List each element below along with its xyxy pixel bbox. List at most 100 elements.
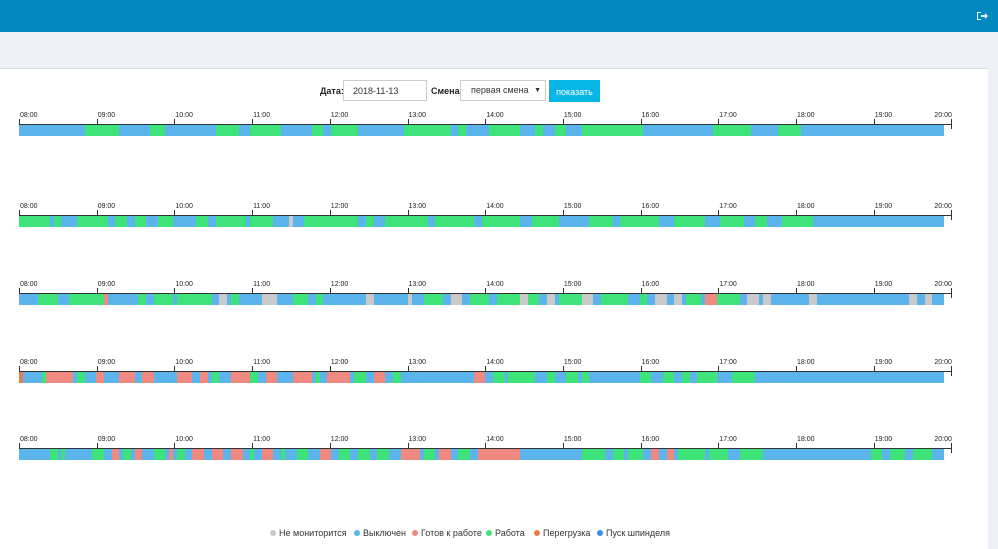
status-segment-work[interactable] xyxy=(123,449,131,460)
status-segment-work[interactable] xyxy=(153,294,174,305)
status-segment-work[interactable] xyxy=(292,294,309,305)
status-segment-not-monitored[interactable] xyxy=(365,294,374,305)
status-segment-work[interactable] xyxy=(61,449,66,460)
status-segment-work[interactable] xyxy=(535,125,544,136)
status-segment-ready[interactable] xyxy=(230,449,243,460)
status-segment-work[interactable] xyxy=(870,449,883,460)
status-segment-work[interactable] xyxy=(392,372,401,383)
status-segment-work[interactable] xyxy=(600,294,628,305)
status-segment-work[interactable] xyxy=(250,372,258,383)
status-bar[interactable] xyxy=(19,216,944,227)
status-segment-work[interactable] xyxy=(458,449,470,460)
status-segment-work[interactable] xyxy=(92,449,104,460)
status-segment-work[interactable] xyxy=(150,125,166,136)
status-segment-not-monitored[interactable] xyxy=(408,294,413,305)
status-segment-work[interactable] xyxy=(177,449,185,460)
status-segment-work[interactable] xyxy=(481,216,521,227)
status-segment-work[interactable] xyxy=(581,449,605,460)
status-segment-work[interactable] xyxy=(230,294,239,305)
status-bar[interactable] xyxy=(19,294,944,305)
status-segment-work[interactable] xyxy=(678,449,706,460)
status-segment-not-monitored[interactable] xyxy=(924,294,933,305)
status-segment-work[interactable] xyxy=(627,449,644,460)
status-segment-work[interactable] xyxy=(42,372,46,383)
logout-icon[interactable] xyxy=(976,10,988,22)
status-segment-ready[interactable] xyxy=(96,372,104,383)
status-segment-work[interactable] xyxy=(782,216,813,227)
status-segment-work[interactable] xyxy=(331,125,359,136)
legend-item[interactable]: Готов к работе xyxy=(412,528,482,538)
status-segment-ready[interactable] xyxy=(169,449,174,460)
status-segment-work[interactable] xyxy=(38,294,58,305)
status-bar[interactable] xyxy=(19,449,944,460)
legend-item[interactable]: Работа xyxy=(486,528,525,538)
status-segment-work[interactable] xyxy=(697,372,717,383)
show-button[interactable]: показать xyxy=(549,80,600,102)
status-segment-work[interactable] xyxy=(76,372,85,383)
status-segment-work[interactable] xyxy=(53,216,62,227)
status-segment-ready[interactable] xyxy=(111,449,120,460)
status-segment-work[interactable] xyxy=(558,294,582,305)
status-segment-not-monitored[interactable] xyxy=(520,294,528,305)
date-input[interactable] xyxy=(343,80,427,101)
status-segment-not-monitored[interactable] xyxy=(581,294,594,305)
legend-item[interactable]: Выключен xyxy=(354,528,406,538)
status-segment-work[interactable] xyxy=(620,216,659,227)
status-segment-work[interactable] xyxy=(716,294,740,305)
status-segment-work[interactable] xyxy=(385,216,428,227)
status-segment-ready[interactable] xyxy=(319,449,332,460)
status-segment-ready[interactable] xyxy=(373,372,386,383)
status-segment-work[interactable] xyxy=(281,449,285,460)
status-segment-work[interactable] xyxy=(338,449,351,460)
status-segment-ready[interactable] xyxy=(477,449,497,460)
status-segment-ready[interactable] xyxy=(473,372,486,383)
status-segment-work[interactable] xyxy=(612,449,625,460)
status-segment-work[interactable] xyxy=(377,449,389,460)
status-segment-not-monitored[interactable] xyxy=(809,294,817,305)
status-segment-work[interactable] xyxy=(755,216,767,227)
status-segment-ready[interactable] xyxy=(192,449,204,460)
status-segment-ready[interactable] xyxy=(327,372,351,383)
status-segment-overload[interactable] xyxy=(19,372,23,383)
status-segment-work[interactable] xyxy=(489,125,521,136)
status-segment-work[interactable] xyxy=(69,294,104,305)
status-segment-work[interactable] xyxy=(134,216,147,227)
status-segment-not-monitored[interactable] xyxy=(747,294,759,305)
status-segment-work[interactable] xyxy=(508,372,536,383)
status-segment-work[interactable] xyxy=(250,216,274,227)
status-segment-not-monitored[interactable] xyxy=(762,294,771,305)
status-segment-work[interactable] xyxy=(311,125,324,136)
status-segment-ready[interactable] xyxy=(439,449,451,460)
status-segment-ready[interactable] xyxy=(45,372,73,383)
status-segment-work[interactable] xyxy=(527,294,540,305)
status-segment-work[interactable] xyxy=(639,294,648,305)
status-segment-work[interactable] xyxy=(435,216,474,227)
status-segment-work[interactable] xyxy=(720,216,744,227)
status-segment-work[interactable] xyxy=(354,372,366,383)
status-segment-work[interactable] xyxy=(531,216,559,227)
status-segment-work[interactable] xyxy=(469,294,490,305)
status-segment-work[interactable] xyxy=(639,372,652,383)
status-segment-work[interactable] xyxy=(153,449,166,460)
status-segment-ready[interactable] xyxy=(230,372,251,383)
status-segment-not-monitored[interactable] xyxy=(547,294,555,305)
status-segment-work[interactable] xyxy=(49,449,58,460)
status-segment-not-monitored[interactable] xyxy=(288,216,293,227)
status-segment-work[interactable] xyxy=(732,372,756,383)
status-segment-ready[interactable] xyxy=(103,294,108,305)
status-segment-work[interactable] xyxy=(211,372,220,383)
status-segment-ready[interactable] xyxy=(134,449,143,460)
status-segment-not-monitored[interactable] xyxy=(654,294,667,305)
status-segment-work[interactable] xyxy=(76,216,108,227)
status-segment-work[interactable] xyxy=(215,216,247,227)
status-segment-work[interactable] xyxy=(778,125,802,136)
status-segment-work[interactable] xyxy=(458,125,467,136)
status-segment-not-monitored[interactable] xyxy=(219,294,228,305)
status-segment-work[interactable] xyxy=(708,449,729,460)
status-segment-work[interactable] xyxy=(315,294,324,305)
status-segment-work[interactable] xyxy=(712,125,752,136)
status-segment-work[interactable] xyxy=(681,372,690,383)
status-segment-work[interactable] xyxy=(304,216,359,227)
status-segment-work[interactable] xyxy=(157,216,174,227)
status-segment-ready[interactable] xyxy=(177,372,193,383)
